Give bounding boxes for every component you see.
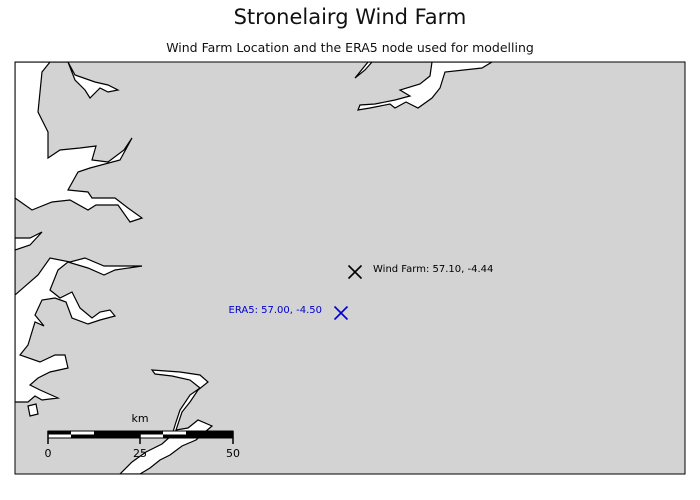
map-subtitle: Wind Farm Location and the ERA5 node use… (166, 40, 534, 55)
era5-marker (333, 305, 349, 321)
islet (27, 403, 39, 417)
map-frame (14, 61, 686, 475)
water-bodies (15, 62, 494, 474)
south-loch (119, 369, 214, 474)
wind-farm-label: Wind Farm: 57.10, -4.44 (373, 264, 493, 275)
scale-bar-tick-25: 25 (133, 447, 147, 460)
scale-bar-tick-50: 50 (226, 447, 240, 460)
scale-bar: km 0 25 50 (45, 412, 241, 460)
wind-farm-marker (347, 264, 363, 280)
scale-bar-unit: km (131, 412, 148, 425)
west-coast-water (15, 62, 144, 403)
scale-bar-tick-0: 0 (45, 447, 52, 460)
era5-label: ERA5: 57.00, -4.50 (229, 305, 322, 316)
map-title: Stronelairg Wind Farm (233, 5, 467, 29)
north-east-loch (354, 62, 494, 111)
